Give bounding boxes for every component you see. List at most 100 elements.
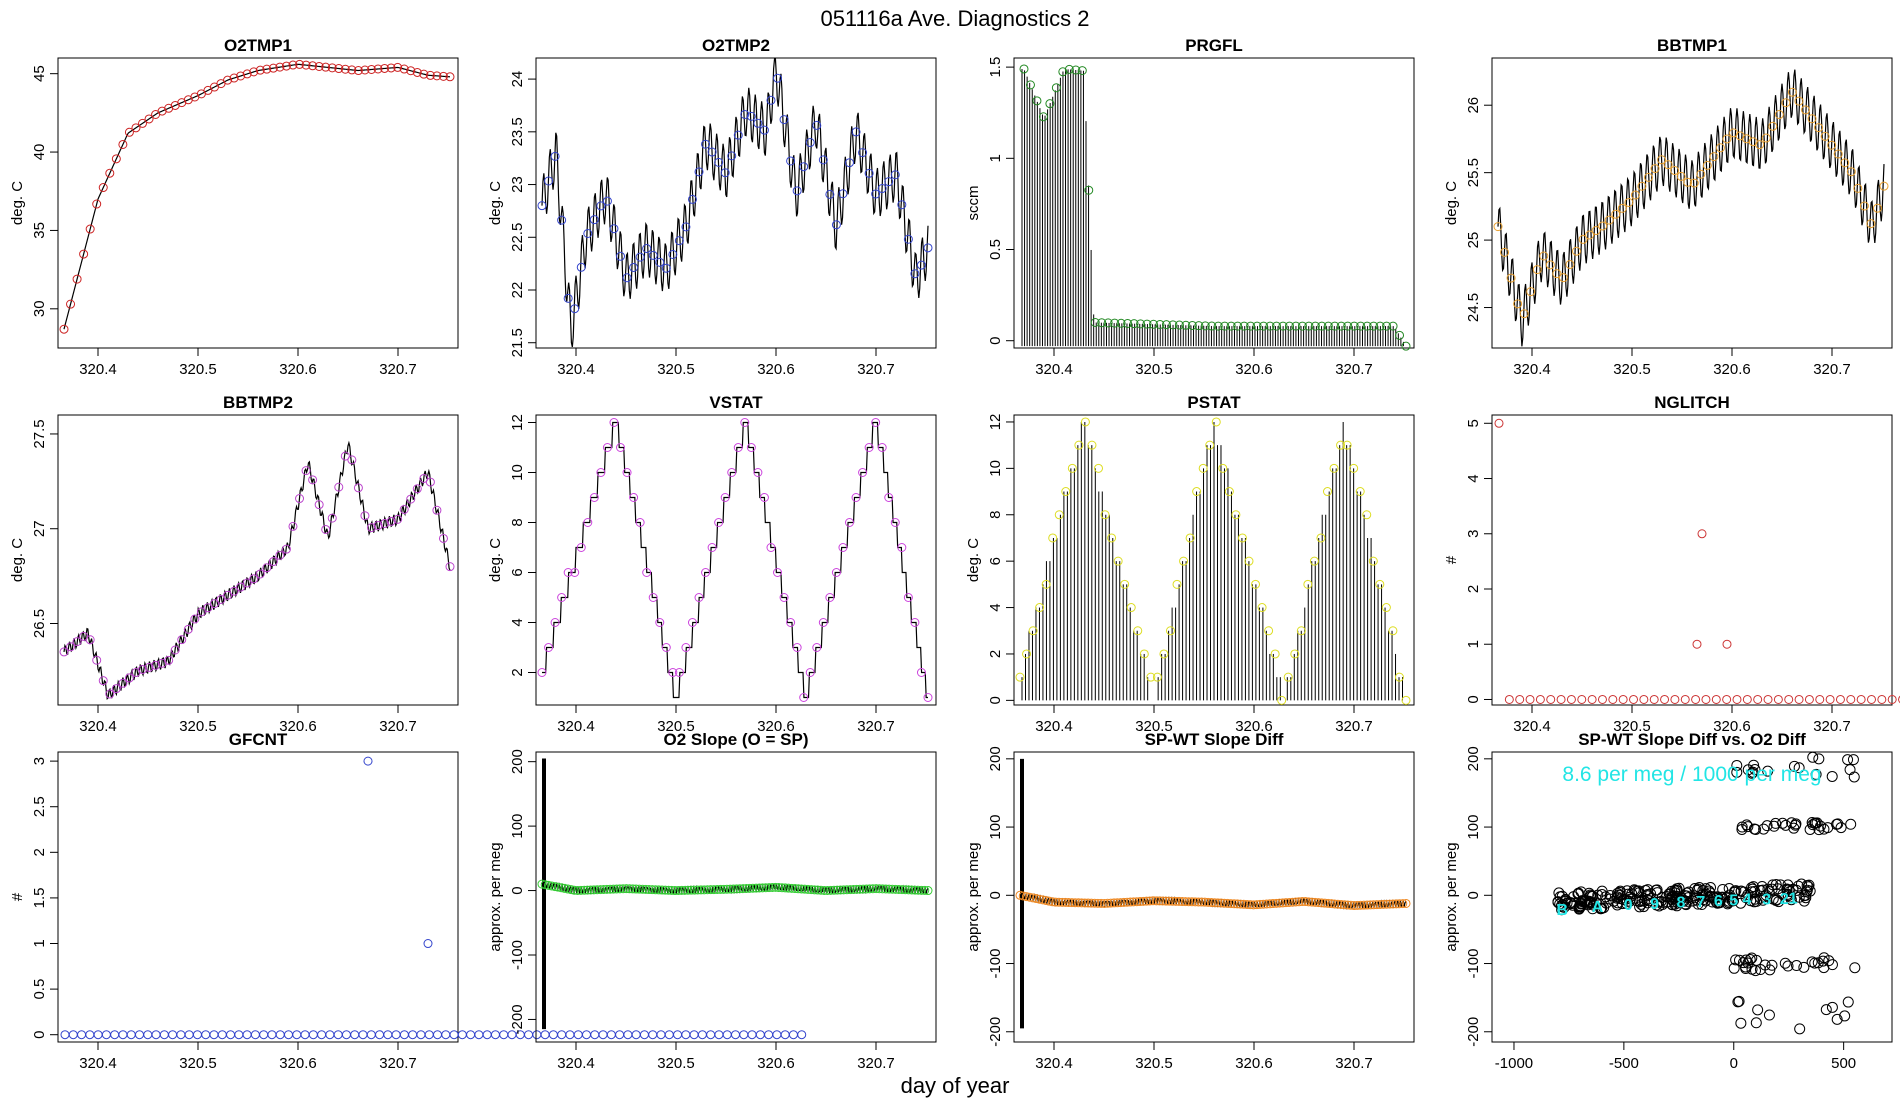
data-point [714,518,724,527]
data-point [1231,510,1241,520]
data-point [1649,694,1659,704]
data-point [449,1030,459,1040]
x-tick-label: 320.7 [1335,1055,1373,1072]
data-point [101,1030,111,1040]
data-point [1369,900,1379,910]
data-point [1545,260,1555,270]
data-point [1813,753,1825,765]
data-point [1611,209,1621,219]
chart-bbtmp1: BBTMP1 320.4 320.5 320.6 320.7 24.5 25 25.5 26 de… [1443,36,1893,378]
data-point [1211,417,1221,427]
data-point [861,884,871,894]
data-point [1746,882,1758,894]
data-point [797,1030,807,1040]
data-point [1015,890,1025,900]
data-point [1226,321,1236,331]
data-point [124,127,134,137]
x-tick-label: 320.6 [757,718,795,735]
data-point [1323,898,1333,908]
data-point [1761,820,1773,832]
y-tick-label: 1.5 [31,887,48,908]
data-point [897,885,907,895]
data-point [1735,1017,1747,1029]
data-point [1585,230,1595,240]
x-tick-label: 320.6 [1235,718,1273,735]
data-point [1735,897,1747,909]
data-point [60,1030,70,1040]
data-point [651,885,661,895]
data-point [1846,167,1856,177]
data-point [579,885,589,895]
data-point [1320,898,1330,908]
x-tick-label: -500 [1609,1055,1639,1072]
data-point [1148,319,1158,329]
y-axis-label: approx. per meg [1443,842,1460,951]
y-tick-label: 1 [987,154,1004,162]
data-point [639,1030,649,1040]
data-point [784,883,794,893]
data-point [733,443,743,452]
data-point [1820,1004,1832,1016]
data-point [1761,133,1771,143]
data-point [780,883,790,893]
y-tick-label: 12 [509,414,526,431]
data-point [288,60,298,70]
data-point [701,568,711,577]
data-point [1343,900,1353,910]
data-point [1763,694,1773,704]
data-point [1294,897,1304,907]
data-point [1064,64,1074,74]
data-point [1798,890,1810,902]
data-point [288,521,298,531]
data-point [1671,891,1683,903]
data-point [1158,896,1168,906]
data-point [301,466,311,476]
data-point [1258,899,1268,909]
data-point [544,643,554,652]
x-tick-label: 320.4 [1513,718,1551,735]
data-point [1798,961,1810,973]
data-point [727,151,737,161]
data-point [1566,694,1576,704]
x-tick-label: 320.4 [79,361,117,378]
data-point [92,199,102,209]
data-point [1798,895,1810,907]
data-point [1071,65,1081,75]
data-point [1624,197,1634,207]
data-point [573,885,583,895]
data-point [720,168,730,178]
data-point [557,1030,567,1040]
data-point [642,568,652,577]
data-point [347,65,357,75]
data-point [1272,321,1282,331]
data-point [77,1030,87,1040]
data-point [1148,896,1158,906]
figure-title: 051116a Ave. Diagnostics 2 [820,6,1089,31]
data-point [1671,900,1683,912]
data-point [1676,171,1686,181]
data-point [333,1030,343,1040]
data-point [725,884,735,894]
plot-frame [1013,414,1415,706]
data-point [111,684,121,694]
data-point [93,1030,103,1040]
data-point [1179,556,1189,566]
data-point [192,1030,202,1040]
data-point [738,884,748,894]
data-point [1087,440,1097,450]
data-point [612,884,622,894]
data-point [1750,823,1762,835]
data-point [1237,533,1247,543]
data-point [1032,96,1042,106]
data-point [1375,900,1385,910]
data-point [868,884,878,894]
data-point [565,1030,575,1040]
data-point [292,1030,302,1040]
data-point [1372,900,1382,910]
data-point [674,236,684,246]
data-point [547,881,557,891]
data-point [1239,321,1249,331]
data-point [746,443,756,452]
data-point [1031,894,1041,904]
data-point [1352,900,1362,910]
